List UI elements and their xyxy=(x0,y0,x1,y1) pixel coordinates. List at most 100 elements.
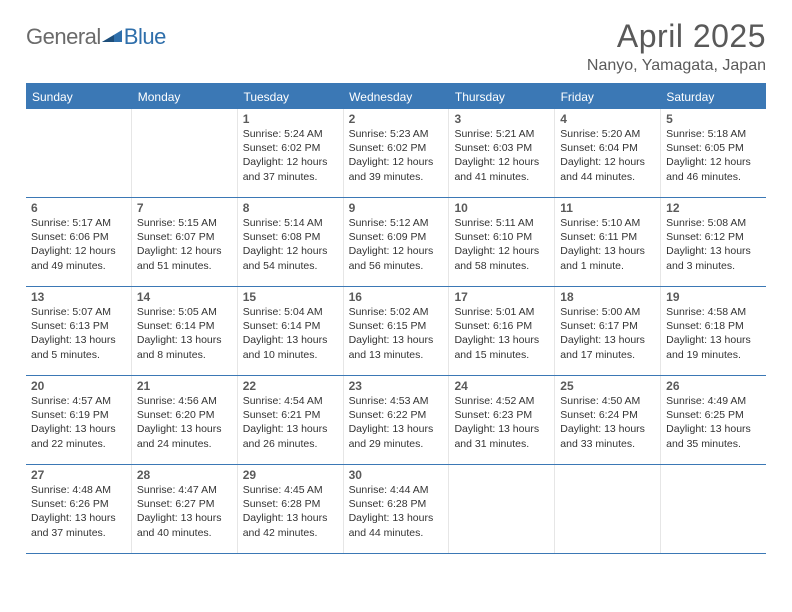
day-info: Sunrise: 5:20 AMSunset: 6:04 PMDaylight:… xyxy=(560,127,655,184)
day-number: 10 xyxy=(454,201,549,215)
day-number: 17 xyxy=(454,290,549,304)
weekday-header: Saturday xyxy=(660,85,766,109)
weekday-header: Tuesday xyxy=(237,85,343,109)
day-info: Sunrise: 5:12 AMSunset: 6:09 PMDaylight:… xyxy=(349,216,444,273)
day-number: 30 xyxy=(349,468,444,482)
day-info: Sunrise: 5:04 AMSunset: 6:14 PMDaylight:… xyxy=(243,305,338,362)
day-info: Sunrise: 5:02 AMSunset: 6:15 PMDaylight:… xyxy=(349,305,444,362)
calendar-week-row: 20Sunrise: 4:57 AMSunset: 6:19 PMDayligh… xyxy=(26,376,766,465)
brand-logo: General Blue xyxy=(26,24,166,50)
day-info: Sunrise: 5:07 AMSunset: 6:13 PMDaylight:… xyxy=(31,305,126,362)
weekday-header-row: SundayMondayTuesdayWednesdayThursdayFrid… xyxy=(26,85,766,109)
day-number: 26 xyxy=(666,379,761,393)
calendar-day: 3Sunrise: 5:21 AMSunset: 6:03 PMDaylight… xyxy=(449,109,555,197)
brand-text-general: General xyxy=(26,24,101,50)
day-number: 12 xyxy=(666,201,761,215)
calendar-day: 6Sunrise: 5:17 AMSunset: 6:06 PMDaylight… xyxy=(26,198,132,286)
day-number: 19 xyxy=(666,290,761,304)
calendar-day: 10Sunrise: 5:11 AMSunset: 6:10 PMDayligh… xyxy=(449,198,555,286)
weekday-header: Thursday xyxy=(449,85,555,109)
calendar-day: 22Sunrise: 4:54 AMSunset: 6:21 PMDayligh… xyxy=(238,376,344,464)
day-number: 16 xyxy=(349,290,444,304)
day-info: Sunrise: 5:15 AMSunset: 6:07 PMDaylight:… xyxy=(137,216,232,273)
day-info: Sunrise: 5:17 AMSunset: 6:06 PMDaylight:… xyxy=(31,216,126,273)
day-number: 1 xyxy=(243,112,338,126)
day-info: Sunrise: 5:01 AMSunset: 6:16 PMDaylight:… xyxy=(454,305,549,362)
calendar-day: 7Sunrise: 5:15 AMSunset: 6:07 PMDaylight… xyxy=(132,198,238,286)
weekday-header: Monday xyxy=(132,85,238,109)
day-number: 14 xyxy=(137,290,232,304)
day-info: Sunrise: 4:52 AMSunset: 6:23 PMDaylight:… xyxy=(454,394,549,451)
day-number: 3 xyxy=(454,112,549,126)
calendar-day: 20Sunrise: 4:57 AMSunset: 6:19 PMDayligh… xyxy=(26,376,132,464)
calendar-week-row: 27Sunrise: 4:48 AMSunset: 6:26 PMDayligh… xyxy=(26,465,766,554)
day-number: 28 xyxy=(137,468,232,482)
day-info: Sunrise: 4:45 AMSunset: 6:28 PMDaylight:… xyxy=(243,483,338,540)
calendar-day-empty xyxy=(132,109,238,197)
brand-text-blue: Blue xyxy=(124,24,166,50)
weekday-header: Wednesday xyxy=(343,85,449,109)
day-info: Sunrise: 5:23 AMSunset: 6:02 PMDaylight:… xyxy=(349,127,444,184)
header: General Blue April 2025 Nanyo, Yamagata,… xyxy=(26,18,766,75)
title-block: April 2025 Nanyo, Yamagata, Japan xyxy=(587,18,766,75)
day-info: Sunrise: 4:54 AMSunset: 6:21 PMDaylight:… xyxy=(243,394,338,451)
day-number: 29 xyxy=(243,468,338,482)
calendar-day: 21Sunrise: 4:56 AMSunset: 6:20 PMDayligh… xyxy=(132,376,238,464)
day-number: 5 xyxy=(666,112,761,126)
day-info: Sunrise: 4:47 AMSunset: 6:27 PMDaylight:… xyxy=(137,483,232,540)
weekday-header: Friday xyxy=(555,85,661,109)
day-info: Sunrise: 4:58 AMSunset: 6:18 PMDaylight:… xyxy=(666,305,761,362)
day-number: 8 xyxy=(243,201,338,215)
day-number: 21 xyxy=(137,379,232,393)
calendar-week-row: 1Sunrise: 5:24 AMSunset: 6:02 PMDaylight… xyxy=(26,109,766,198)
calendar-day: 11Sunrise: 5:10 AMSunset: 6:11 PMDayligh… xyxy=(555,198,661,286)
calendar-week-row: 13Sunrise: 5:07 AMSunset: 6:13 PMDayligh… xyxy=(26,287,766,376)
calendar-day: 2Sunrise: 5:23 AMSunset: 6:02 PMDaylight… xyxy=(344,109,450,197)
day-number: 9 xyxy=(349,201,444,215)
calendar-day: 27Sunrise: 4:48 AMSunset: 6:26 PMDayligh… xyxy=(26,465,132,553)
calendar-day: 28Sunrise: 4:47 AMSunset: 6:27 PMDayligh… xyxy=(132,465,238,553)
calendar-day: 25Sunrise: 4:50 AMSunset: 6:24 PMDayligh… xyxy=(555,376,661,464)
calendar-day-empty xyxy=(661,465,766,553)
day-number: 20 xyxy=(31,379,126,393)
day-info: Sunrise: 5:14 AMSunset: 6:08 PMDaylight:… xyxy=(243,216,338,273)
day-number: 4 xyxy=(560,112,655,126)
day-number: 22 xyxy=(243,379,338,393)
day-info: Sunrise: 5:18 AMSunset: 6:05 PMDaylight:… xyxy=(666,127,761,184)
day-info: Sunrise: 5:24 AMSunset: 6:02 PMDaylight:… xyxy=(243,127,338,184)
day-info: Sunrise: 4:57 AMSunset: 6:19 PMDaylight:… xyxy=(31,394,126,451)
calendar-day: 14Sunrise: 5:05 AMSunset: 6:14 PMDayligh… xyxy=(132,287,238,375)
calendar-day: 9Sunrise: 5:12 AMSunset: 6:09 PMDaylight… xyxy=(344,198,450,286)
day-info: Sunrise: 4:56 AMSunset: 6:20 PMDaylight:… xyxy=(137,394,232,451)
day-info: Sunrise: 4:44 AMSunset: 6:28 PMDaylight:… xyxy=(349,483,444,540)
day-number: 6 xyxy=(31,201,126,215)
day-number: 15 xyxy=(243,290,338,304)
day-number: 25 xyxy=(560,379,655,393)
day-info: Sunrise: 5:11 AMSunset: 6:10 PMDaylight:… xyxy=(454,216,549,273)
day-info: Sunrise: 5:10 AMSunset: 6:11 PMDaylight:… xyxy=(560,216,655,273)
calendar-day: 15Sunrise: 5:04 AMSunset: 6:14 PMDayligh… xyxy=(238,287,344,375)
day-info: Sunrise: 5:08 AMSunset: 6:12 PMDaylight:… xyxy=(666,216,761,273)
calendar-body: 1Sunrise: 5:24 AMSunset: 6:02 PMDaylight… xyxy=(26,109,766,554)
day-info: Sunrise: 4:53 AMSunset: 6:22 PMDaylight:… xyxy=(349,394,444,451)
calendar-day: 12Sunrise: 5:08 AMSunset: 6:12 PMDayligh… xyxy=(661,198,766,286)
weekday-header: Sunday xyxy=(26,85,132,109)
calendar-day-empty xyxy=(555,465,661,553)
calendar-day: 4Sunrise: 5:20 AMSunset: 6:04 PMDaylight… xyxy=(555,109,661,197)
day-info: Sunrise: 5:00 AMSunset: 6:17 PMDaylight:… xyxy=(560,305,655,362)
day-info: Sunrise: 4:48 AMSunset: 6:26 PMDaylight:… xyxy=(31,483,126,540)
day-info: Sunrise: 5:21 AMSunset: 6:03 PMDaylight:… xyxy=(454,127,549,184)
calendar: SundayMondayTuesdayWednesdayThursdayFrid… xyxy=(26,83,766,554)
calendar-week-row: 6Sunrise: 5:17 AMSunset: 6:06 PMDaylight… xyxy=(26,198,766,287)
calendar-day-empty xyxy=(26,109,132,197)
day-info: Sunrise: 5:05 AMSunset: 6:14 PMDaylight:… xyxy=(137,305,232,362)
page-title: April 2025 xyxy=(587,18,766,55)
day-number: 11 xyxy=(560,201,655,215)
calendar-day: 19Sunrise: 4:58 AMSunset: 6:18 PMDayligh… xyxy=(661,287,766,375)
calendar-day: 23Sunrise: 4:53 AMSunset: 6:22 PMDayligh… xyxy=(344,376,450,464)
day-info: Sunrise: 4:49 AMSunset: 6:25 PMDaylight:… xyxy=(666,394,761,451)
calendar-day: 29Sunrise: 4:45 AMSunset: 6:28 PMDayligh… xyxy=(238,465,344,553)
calendar-day: 13Sunrise: 5:07 AMSunset: 6:13 PMDayligh… xyxy=(26,287,132,375)
calendar-day: 30Sunrise: 4:44 AMSunset: 6:28 PMDayligh… xyxy=(344,465,450,553)
day-number: 2 xyxy=(349,112,444,126)
